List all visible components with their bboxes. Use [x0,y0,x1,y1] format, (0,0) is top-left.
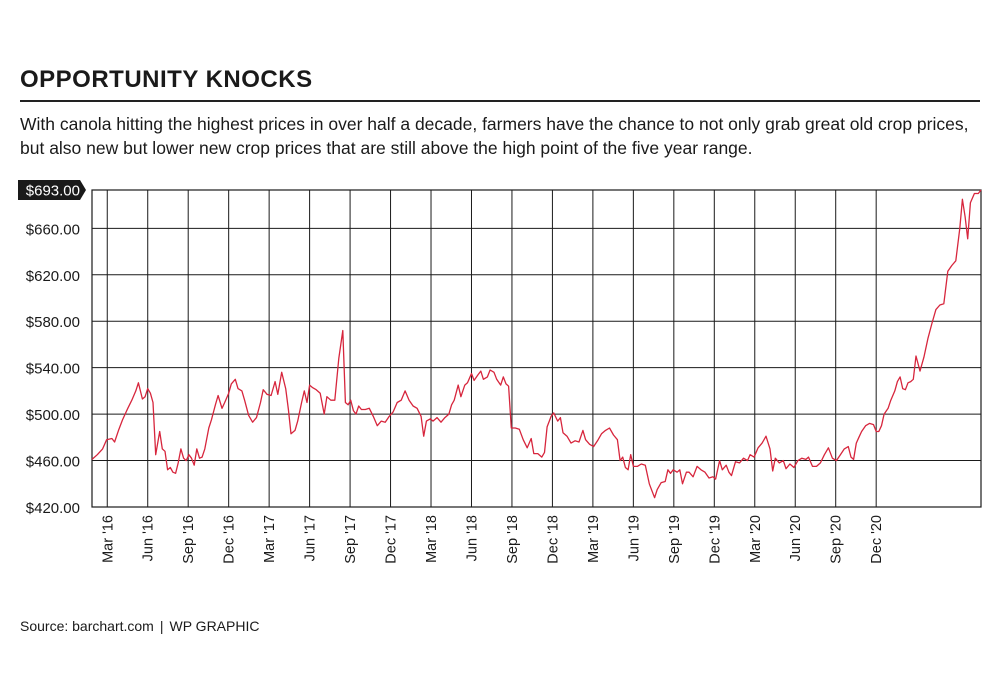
x-tick-label: Sep '20 [829,515,845,564]
chart-title: OPPORTUNITY KNOCKS [20,66,313,93]
source-credit: Source: barchart.com | WP GRAPHIC [20,618,259,634]
x-tick-label: Jun '18 [464,515,480,561]
current-price-badge-shape [18,180,86,200]
x-tick-label: Dec '18 [545,515,561,564]
y-tick-label: $660.00 [26,221,80,238]
x-tick-label: Dec '16 [222,515,238,564]
x-tick-label: Mar '17 [262,515,278,563]
y-tick-label: $620.00 [26,268,80,285]
chart-grid [91,189,982,508]
y-tick-label: $500.00 [26,407,80,424]
x-tick-label: Jun '19 [626,515,642,561]
x-tick-label: Jun '17 [303,515,319,561]
price-series-line [91,189,982,499]
line-chart: $420.00 $460.00 $500.00 $540.00 $580.00 $620.… [18,180,982,564]
x-tick-label: Sep '16 [181,515,197,564]
x-tick-label: Jun '16 [141,515,157,561]
x-tick-label: Sep '17 [343,515,359,564]
x-tick-label: Mar '16 [100,515,116,563]
chart-subtitle: With canola hitting the highest prices i… [20,114,969,158]
y-tick-label: $420.00 [26,500,80,517]
graphic-credit: WP GRAPHIC [169,618,260,634]
y-tick-label: $460.00 [26,454,80,471]
x-tick-label: Sep '18 [505,515,521,564]
x-tick-label: Jun '20 [788,515,804,561]
x-tick-label: Dec '17 [384,515,400,564]
x-axis-labels: Mar '16 Jun '16 Sep '16 Dec '16 Mar '17 Jun '… [100,515,885,564]
current-price-label: $693.00 [26,183,80,200]
y-tick-label: $540.00 [26,361,80,378]
x-tick-label: Mar '19 [586,515,602,563]
plot-frame [91,189,982,508]
y-axis-labels: $420.00 $460.00 $500.00 $540.00 $580.00 $620.… [26,221,80,517]
current-price-badge: $693.00 [18,180,86,200]
credit-separator: | [159,618,164,634]
x-tick-label: Sep '19 [667,515,683,564]
y-tick-label: $580.00 [26,314,80,331]
source-text: Source: barchart.com [20,618,154,634]
x-tick-label: Dec '20 [869,515,885,564]
title-divider [20,100,980,102]
x-tick-label: Mar '18 [424,515,440,563]
x-tick-label: Dec '19 [707,515,723,564]
x-tick-label: Mar '20 [748,515,764,563]
